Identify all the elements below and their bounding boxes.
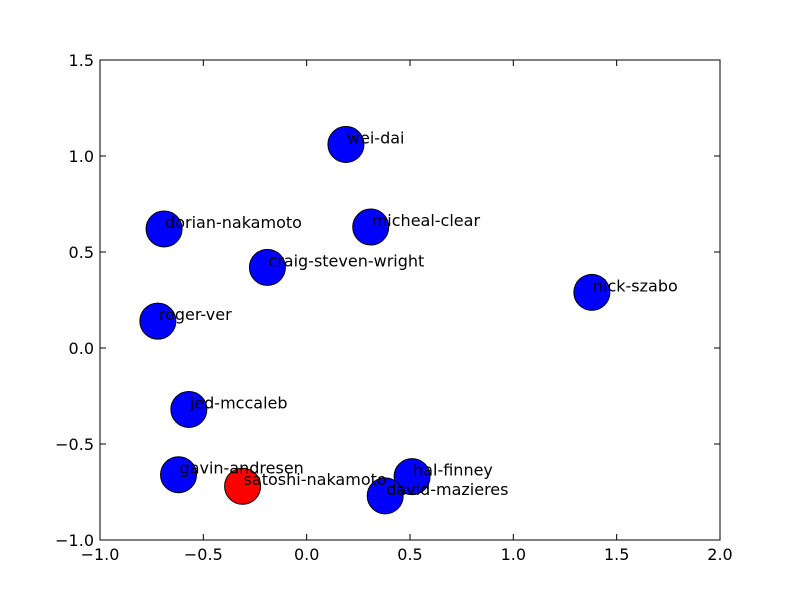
scatter-point [160, 456, 198, 494]
scatter-point [224, 467, 262, 505]
point-label: david-mazieres [386, 480, 508, 499]
ticks-layer: −1.0 −0.5 0.0 0.5 1.0 1.5 2.0 −1.0 −0.5 0.0 0.5 1.0… [55, 51, 733, 564]
point-label: hal-finney [413, 461, 493, 480]
x-tick-label: 0.0 [294, 545, 319, 564]
point-label: craig-steven-wright [268, 251, 424, 270]
scatter-point [327, 125, 365, 163]
x-tick-label: −1.0 [81, 545, 120, 564]
point-label: micheal-clear [372, 211, 481, 230]
x-tick-label: 0.5 [397, 545, 422, 564]
y-tick-label: 0.0 [69, 339, 94, 358]
scatter-point [366, 477, 404, 515]
point-label: jed-mccaleb [189, 393, 288, 412]
scatter-point [352, 208, 390, 246]
plot-frame [99, 59, 721, 541]
y-tick-label: 0.5 [69, 243, 94, 262]
y-tick-label: 1.5 [69, 51, 94, 70]
scatter-point [393, 458, 431, 496]
y-tick-label: 1.0 [69, 147, 94, 166]
x-tick-label: −0.5 [184, 545, 223, 564]
point-label: dorian-nakamoto [165, 213, 302, 232]
y-tick-label: −1.0 [55, 531, 94, 550]
point-label: wei-dai [347, 128, 405, 147]
scatter-point [573, 273, 611, 311]
point-label: gavin-andresen [180, 459, 304, 478]
point-label: roger-ver [159, 305, 232, 324]
scatter-point [145, 210, 183, 248]
x-tick-label: 2.0 [707, 545, 732, 564]
scatter-point [248, 248, 286, 286]
scatter-point [139, 302, 177, 340]
x-tick-label: 1.0 [501, 545, 526, 564]
scatter-point [170, 390, 208, 428]
x-tick-label: 1.5 [604, 545, 629, 564]
point-label: satoshi-nakamoto [244, 470, 387, 489]
points-layer: wei-dai dorian-nakamoto micheal-clear craig… [139, 125, 678, 515]
y-tick-label: −0.5 [55, 435, 94, 454]
point-label: nick-szabo [593, 276, 678, 295]
